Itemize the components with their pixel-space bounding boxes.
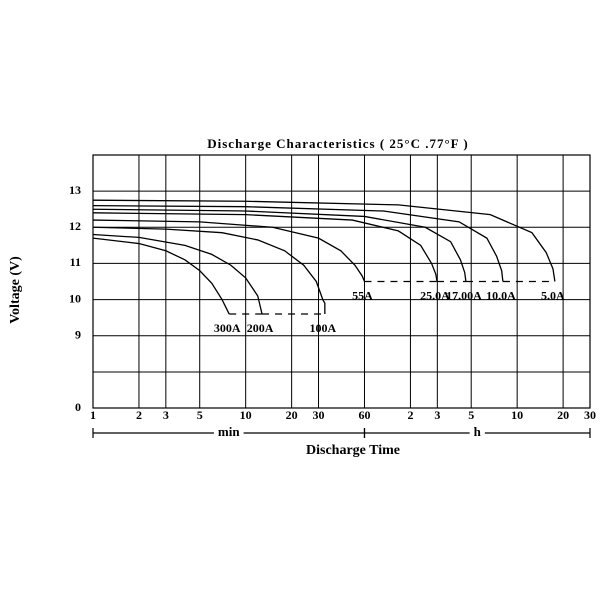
series-label: 200A [247,321,274,335]
series-line [92,219,366,282]
x-tick-label: 20 [286,408,298,422]
y-tick-label: 10 [69,291,81,305]
x-tick-label: 2 [407,408,413,422]
series-label: 55A [352,288,373,302]
x-tick-label: 10 [511,408,523,422]
unit-label-bg [469,425,485,441]
x-tick-label: 20 [557,408,569,422]
chart-title: Discharge Characteristics ( 25°C .77°F ) [207,136,468,151]
y-tick-label: 13 [69,183,81,197]
x-tick-label: 5 [468,408,474,422]
series-line [92,199,556,282]
x-tick-label: 5 [197,408,203,422]
y-axis-label: Voltage (V) [8,256,23,324]
x-tick-label: 30 [313,408,325,422]
x-tick-label: 1 [90,408,96,422]
unit-label: h [474,424,482,439]
x-tick-label: 10 [240,408,252,422]
x-axis-label: Discharge Time [306,443,400,458]
series-line [92,237,230,315]
series-line [92,233,263,315]
series-label: 25.0A [420,288,450,302]
series-label: 17.00A [446,288,482,302]
series-line [92,204,504,282]
x-tick-label: 3 [163,408,169,422]
x-tick-label: 60 [358,408,370,422]
series-label: 10.0A [486,288,516,302]
unit-label-bg [213,425,244,441]
series-label: 100A [310,321,337,335]
y-tick-label: 0 [75,400,81,414]
plot-frame [92,154,591,409]
y-tick-label: 9 [75,327,81,341]
y-tick-label: 12 [69,219,81,233]
unit-label: min [218,424,240,439]
x-tick-label: 3 [434,408,440,422]
series-label: 5.0A [541,288,565,302]
series-line [92,226,326,315]
x-tick-label: 30 [584,408,596,422]
y-tick-label: 11 [70,255,81,269]
series-line [92,208,467,282]
series-line [92,212,438,282]
series-label: 300A [214,321,241,335]
x-tick-label: 2 [136,408,142,422]
